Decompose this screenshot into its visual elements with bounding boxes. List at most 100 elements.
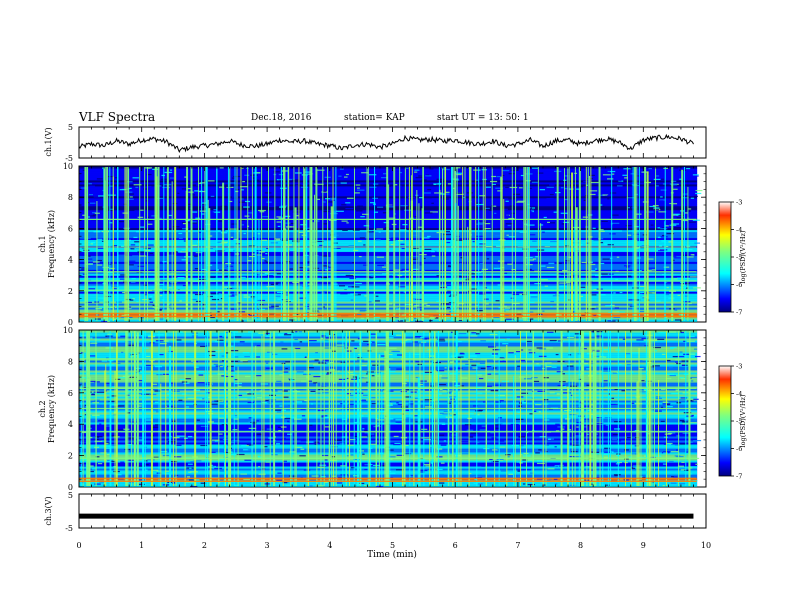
spectrogram-speckle <box>279 206 287 208</box>
spectrogram-speckle <box>486 258 490 260</box>
spectrogram-speckle <box>194 190 200 192</box>
spectrogram-speckle <box>160 340 169 342</box>
spectrogram-speckle <box>682 254 688 256</box>
spectrogram-speckle <box>565 173 569 175</box>
spectrogram-speckle <box>598 194 605 196</box>
spectrogram-speckle <box>681 364 686 366</box>
spectrogram-speckle <box>201 268 207 271</box>
spectrogram-speckle <box>474 478 477 480</box>
spectrogram-speckle <box>507 263 513 265</box>
spectrogram-speckle <box>89 202 96 204</box>
spectrogram-speckle <box>668 241 673 243</box>
spectrogram-speckle <box>638 285 646 288</box>
spectrogram-speckle <box>375 239 381 241</box>
spectrogram-speckle <box>276 221 282 223</box>
spectrogram-speckle <box>284 333 291 335</box>
spectrogram-speckle <box>665 293 670 296</box>
spectrogram-speckle <box>247 320 254 322</box>
spectrogram-speckle <box>247 393 254 395</box>
spectrogram-speckle <box>341 204 347 206</box>
spectrogram-speckle <box>273 171 280 173</box>
spectrogram-speckle <box>608 393 611 395</box>
spectrogram-speckle <box>128 264 134 266</box>
spectrogram-speckle <box>125 316 133 318</box>
spectrogram-speckle <box>367 231 376 233</box>
spectrogram-speckle <box>421 179 427 181</box>
spectrogram-speckle <box>189 345 195 347</box>
spectrogram-speckle <box>94 398 97 400</box>
spectrogram-speckle <box>99 291 104 294</box>
spectrogram-speckle <box>327 201 334 203</box>
spectrogram-speckle <box>137 251 145 253</box>
spectrogram-speckle <box>309 463 313 466</box>
spectrogram-speckle <box>89 185 95 187</box>
spectrogram-speckle <box>619 291 623 294</box>
spectrogram-speckle <box>693 439 702 442</box>
spectrogram-speckle <box>656 168 662 171</box>
ch1-x-ticks <box>78 127 707 158</box>
spectrogram-speckle <box>324 416 332 419</box>
spectrogram-speckle <box>168 303 171 305</box>
spectrogram-speckle <box>179 187 187 189</box>
spectrogram-speckle <box>438 384 446 386</box>
spectrogram-speckle <box>531 210 534 213</box>
spectrogram-speckle <box>403 389 411 391</box>
spectrogram-speckle <box>540 481 545 483</box>
spectrogram-speckle <box>396 354 403 356</box>
spectrogram-speckle <box>411 268 419 270</box>
spectrogram-speckle <box>115 429 124 431</box>
spectrogram-speckle <box>179 300 182 302</box>
spectrogram-speckle <box>647 258 654 260</box>
spectrogram-speckle <box>315 485 324 487</box>
spectrogram-speckle <box>482 178 487 181</box>
spectrogram-speckle <box>688 353 696 355</box>
spectrogram-speckle <box>543 484 547 486</box>
spectrogram-speckle <box>333 247 341 249</box>
spectrogram-speckle <box>602 368 611 370</box>
spectrogram-speckle <box>147 185 152 188</box>
spectrogram-speckle <box>233 250 236 252</box>
spectrogram-speckle <box>507 224 511 227</box>
spectrogram-speckle <box>441 377 449 379</box>
spectrogram-speckle <box>613 371 619 373</box>
spectrogram-speckle <box>641 380 645 382</box>
spectrogram-speckle <box>594 268 598 270</box>
ch1-ytick-bottom: -5 <box>65 154 73 163</box>
spectrogram-speckle <box>85 263 93 265</box>
spectrogram-speckle <box>485 303 489 305</box>
spectrogram-speckle <box>120 316 129 318</box>
spectrogram-speckle <box>519 462 523 464</box>
colorbar-tick-label: -6 <box>736 445 742 453</box>
spectrogram-speckle <box>647 270 652 272</box>
spectrogram-speckle <box>256 274 260 276</box>
spectrogram-speckle <box>540 279 548 281</box>
spectrogram-speckle <box>396 368 404 370</box>
spectrogram-speckle <box>97 463 103 465</box>
spectrogram-speckle <box>555 314 562 316</box>
spectrogram-speckle <box>476 304 479 306</box>
spectrogram-speckle <box>544 362 552 364</box>
spectrogram-speckle <box>257 455 260 457</box>
spectrogram-speckle <box>310 390 316 393</box>
spectrogram-speckle <box>354 436 358 438</box>
spectrogram-speckle <box>208 354 216 357</box>
spectrogram-speckle <box>672 188 678 190</box>
spectrogram-speckle <box>418 383 423 386</box>
spectrogram-speckle <box>96 264 103 266</box>
spectrogram-speckle <box>414 171 418 173</box>
spectrogram-speckle <box>687 208 692 210</box>
spectrogram-speckle <box>313 364 321 366</box>
spectrogram-speckle <box>359 237 365 239</box>
spectrogram-speckle <box>299 341 303 343</box>
spectrogram-speckle <box>336 344 345 346</box>
ch1-x-ticks-marks <box>78 166 707 322</box>
spectrogram-speckle <box>144 294 147 296</box>
spectrogram-speckle <box>459 263 462 265</box>
spectrogram-speckle <box>360 399 366 402</box>
spectrogram-speckle <box>395 422 398 424</box>
spectrogram-speckle <box>456 275 462 277</box>
spectrogram-speckle <box>168 214 173 217</box>
spectrogram-speckle <box>240 276 246 278</box>
spectrogram-speckle <box>145 200 149 202</box>
spectrogram-speckle <box>670 184 678 186</box>
